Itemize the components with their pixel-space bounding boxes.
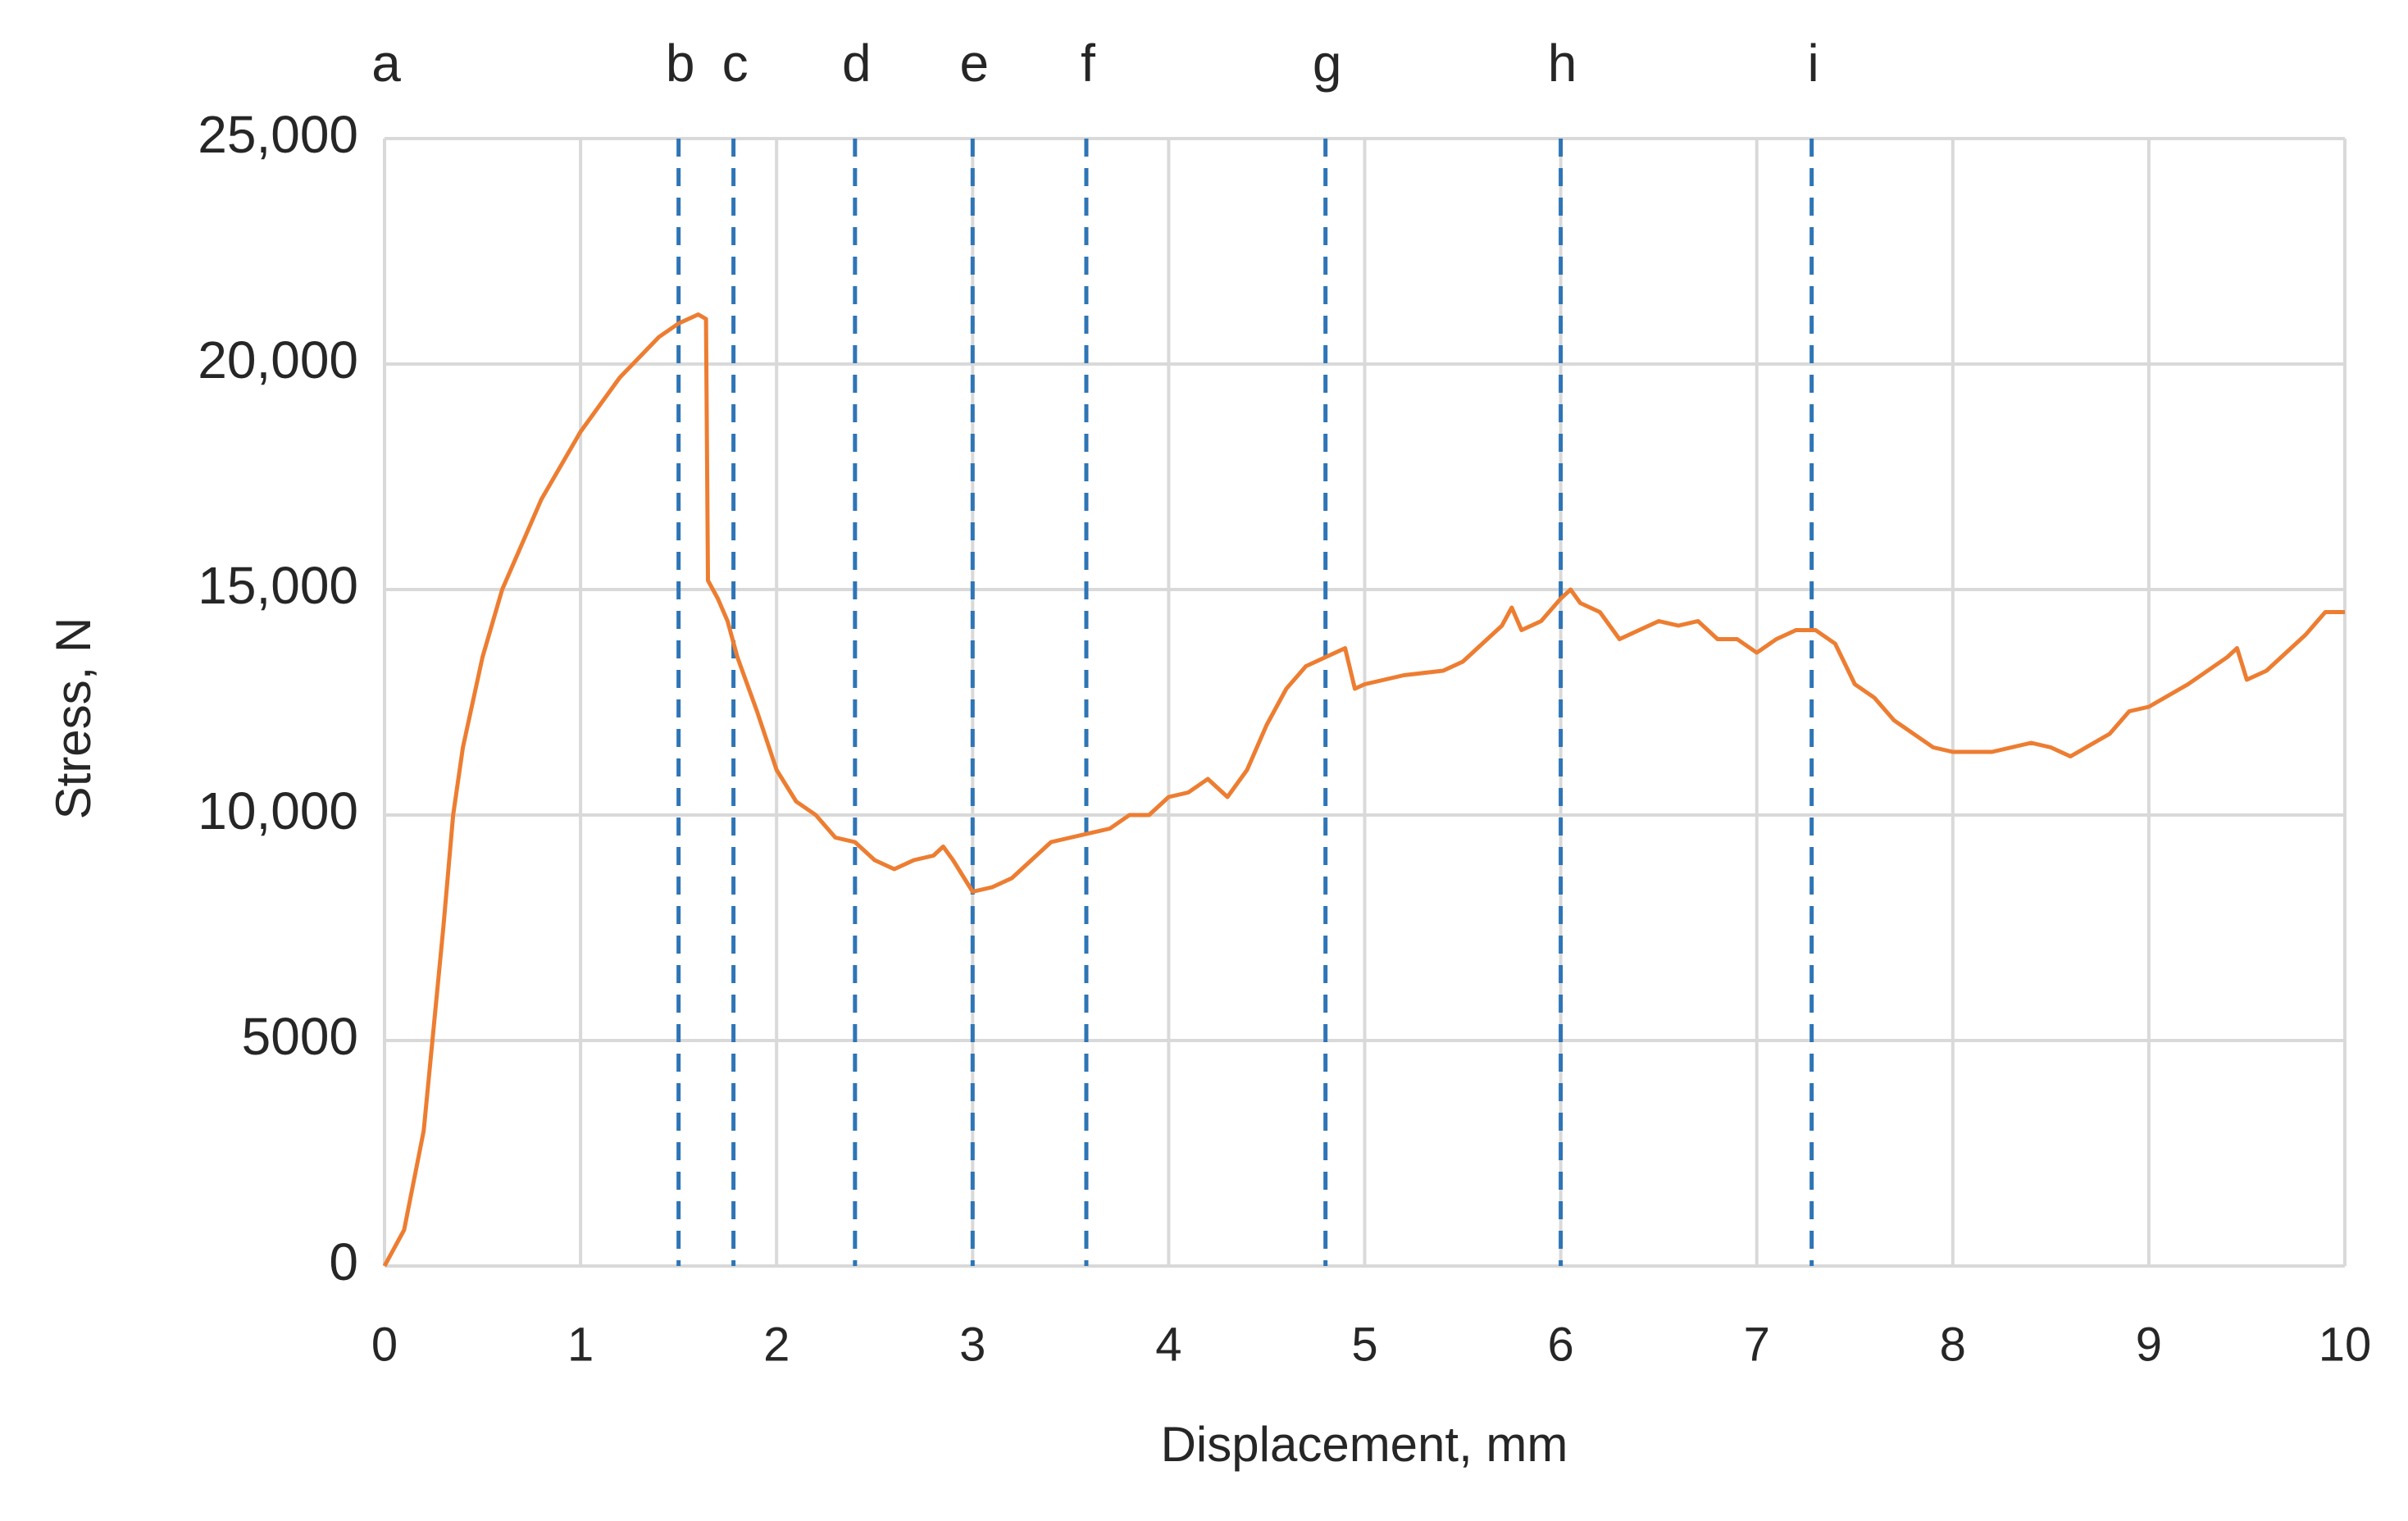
- y-tick-label: 25,000: [198, 105, 358, 164]
- marker-label: a: [371, 34, 401, 93]
- y-axis-title: Stress, N: [46, 617, 101, 820]
- x-tick-label: 1: [567, 1318, 594, 1371]
- marker-label: e: [960, 34, 990, 93]
- marker-label: g: [1313, 34, 1342, 93]
- x-tick-label: 9: [2136, 1318, 2162, 1371]
- y-tick-label: 5000: [242, 1007, 358, 1066]
- x-tick-label: 8: [1940, 1318, 1966, 1371]
- x-tick-label: 2: [763, 1318, 790, 1371]
- marker-label: d: [842, 34, 872, 93]
- x-tick-label: 7: [1744, 1318, 1770, 1371]
- x-tick-label: 6: [1547, 1318, 1573, 1371]
- x-tick-label: 10: [2319, 1318, 2372, 1371]
- marker-label: f: [1081, 34, 1095, 93]
- x-tick-label: 4: [1155, 1318, 1181, 1371]
- x-tick-label: 3: [959, 1318, 986, 1371]
- y-tick-label: 15,000: [198, 556, 358, 615]
- y-tick-label: 10,000: [198, 781, 358, 840]
- y-tick-label: 0: [329, 1232, 358, 1291]
- marker-label: b: [666, 34, 695, 93]
- y-tick-label: 20,000: [198, 330, 358, 389]
- x-tick-label: 0: [371, 1318, 398, 1371]
- data-line: [382, 312, 2345, 1268]
- marker-label: h: [1548, 34, 1577, 93]
- x-axis-title: Displacement, mm: [1161, 1417, 1568, 1472]
- marker-label: i: [1808, 34, 1819, 93]
- x-tick-label: 5: [1351, 1318, 1377, 1371]
- marker-label: c: [722, 34, 749, 93]
